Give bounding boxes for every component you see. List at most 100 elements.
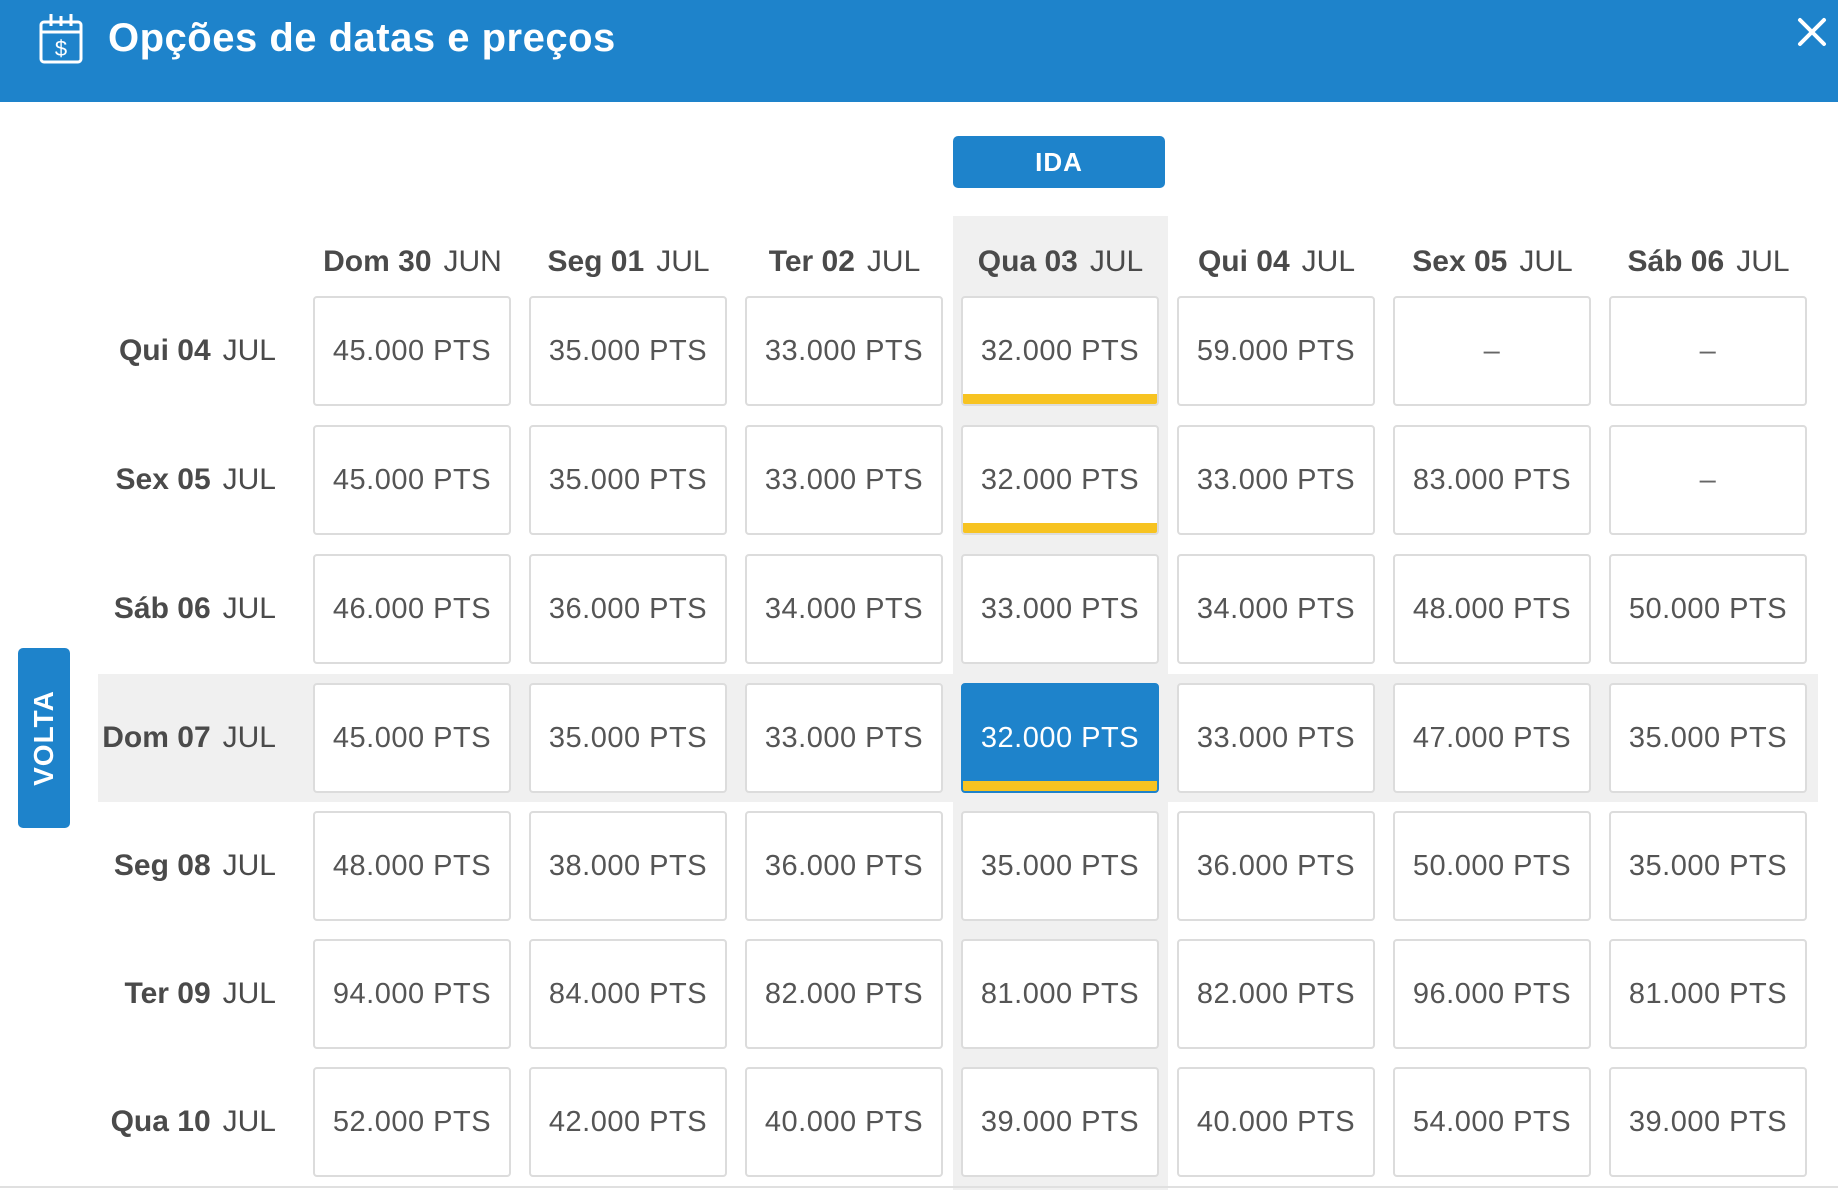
column-month: JUL xyxy=(1089,245,1144,278)
price-cell[interactable]: 81.000 PTS xyxy=(1609,939,1807,1049)
column-month: JUL xyxy=(1736,245,1790,278)
row-month: JUL xyxy=(222,721,276,754)
price-cell[interactable]: 40.000 PTS xyxy=(1177,1067,1375,1177)
row-month: JUL xyxy=(222,977,276,1010)
price-cell[interactable]: 33.000 PTS xyxy=(745,683,943,793)
ida-label: IDA xyxy=(1035,146,1083,177)
bottom-divider xyxy=(0,1186,1838,1188)
column-weekday: Dom 30 xyxy=(323,245,432,278)
ida-tab: IDA xyxy=(953,136,1165,188)
row-weekday: Qui 04 xyxy=(118,334,211,367)
price-cell[interactable]: 84.000 PTS xyxy=(529,939,727,1049)
column-month: JUL xyxy=(656,245,710,278)
row-header-return-date: Sex 05 JUL xyxy=(96,425,276,535)
volta-label: VOLTA xyxy=(28,690,60,786)
price-cell[interactable]: 46.000 PTS xyxy=(313,554,511,664)
price-cell[interactable]: 83.000 PTS xyxy=(1393,425,1591,535)
row-weekday: Sex 05 xyxy=(115,463,211,496)
column-header-outbound-date: Qua 03 JUL xyxy=(953,240,1168,284)
price-cell[interactable]: 35.000 PTS xyxy=(1609,811,1807,921)
price-cell[interactable]: 38.000 PTS xyxy=(529,811,727,921)
column-header-outbound-date: Qui 04 JUL xyxy=(1169,240,1384,284)
row-header-return-date: Sáb 06 JUL xyxy=(96,554,276,664)
price-cell[interactable]: 35.000 PTS xyxy=(529,425,727,535)
price-cell[interactable]: 45.000 PTS xyxy=(313,425,511,535)
price-cell[interactable]: 32.000 PTS xyxy=(961,425,1159,535)
price-cell[interactable]: 34.000 PTS xyxy=(1177,554,1375,664)
svg-text:$: $ xyxy=(55,36,67,61)
price-cell: – xyxy=(1609,425,1807,535)
price-cell[interactable]: 35.000 PTS xyxy=(529,296,727,406)
close-icon[interactable] xyxy=(1794,14,1830,50)
price-cell[interactable]: 36.000 PTS xyxy=(745,811,943,921)
price-cell: – xyxy=(1393,296,1591,406)
row-month: JUL xyxy=(222,849,276,882)
row-header-return-date: Qua 10 JUL xyxy=(96,1067,276,1177)
column-header-outbound-date: Ter 02 JUL xyxy=(737,240,952,284)
column-weekday: Qua 03 xyxy=(977,245,1078,278)
column-weekday: Ter 02 xyxy=(768,245,855,278)
price-cell[interactable]: 45.000 PTS xyxy=(313,296,511,406)
row-weekday: Sáb 06 xyxy=(113,592,211,625)
row-month: JUL xyxy=(222,592,276,625)
row-header-return-date: Ter 09 JUL xyxy=(96,939,276,1049)
price-cell[interactable]: 33.000 PTS xyxy=(1177,425,1375,535)
price-cell[interactable]: 35.000 PTS xyxy=(961,811,1159,921)
column-header-outbound-date: Dom 30 JUN xyxy=(305,240,520,284)
price-cell[interactable]: 36.000 PTS xyxy=(1177,811,1375,921)
price-cell[interactable]: 48.000 PTS xyxy=(1393,554,1591,664)
price-cell[interactable]: 33.000 PTS xyxy=(745,296,943,406)
price-cell[interactable]: 32.000 PTS xyxy=(961,683,1159,793)
column-month: JUL xyxy=(1301,245,1356,278)
price-cell[interactable]: 32.000 PTS xyxy=(961,296,1159,406)
row-weekday: Dom 07 xyxy=(102,721,211,754)
price-cell[interactable]: 50.000 PTS xyxy=(1609,554,1807,664)
price-cell[interactable]: 59.000 PTS xyxy=(1177,296,1375,406)
price-cell[interactable]: 39.000 PTS xyxy=(1609,1067,1807,1177)
price-cell[interactable]: 40.000 PTS xyxy=(745,1067,943,1177)
price-cell[interactable]: 35.000 PTS xyxy=(1609,683,1807,793)
column-weekday: Seg 01 xyxy=(547,245,645,278)
row-header-return-date: Qui 04 JUL xyxy=(96,296,276,406)
row-month: JUL xyxy=(222,463,276,496)
column-weekday: Qui 04 xyxy=(1197,245,1290,278)
price-cell[interactable]: 81.000 PTS xyxy=(961,939,1159,1049)
row-header-return-date: Dom 07 JUL xyxy=(96,683,276,793)
column-header-outbound-date: Sáb 06 JUL xyxy=(1601,240,1816,284)
price-cell[interactable]: 50.000 PTS xyxy=(1393,811,1591,921)
price-cell[interactable]: 33.000 PTS xyxy=(961,554,1159,664)
price-cell[interactable]: 45.000 PTS xyxy=(313,683,511,793)
price-cell[interactable]: 42.000 PTS xyxy=(529,1067,727,1177)
column-weekday: Sex 05 xyxy=(1412,245,1508,278)
row-header-return-date: Seg 08 JUL xyxy=(96,811,276,921)
row-month: JUL xyxy=(222,1105,276,1138)
column-month: JUN xyxy=(443,245,502,278)
price-cell[interactable]: 48.000 PTS xyxy=(313,811,511,921)
price-cell[interactable]: 94.000 PTS xyxy=(313,939,511,1049)
row-weekday: Qua 10 xyxy=(110,1105,211,1138)
dialog-title: Opções de datas e preços xyxy=(108,16,616,60)
price-cell[interactable]: 96.000 PTS xyxy=(1393,939,1591,1049)
volta-tab: VOLTA xyxy=(18,648,70,828)
column-weekday: Sáb 06 xyxy=(1627,245,1725,278)
price-cell[interactable]: 39.000 PTS xyxy=(961,1067,1159,1177)
price-cell[interactable]: 82.000 PTS xyxy=(745,939,943,1049)
column-month: JUL xyxy=(866,245,921,278)
price-cell[interactable]: 36.000 PTS xyxy=(529,554,727,664)
row-weekday: Seg 08 xyxy=(113,849,211,882)
column-header-outbound-date: Sex 05 JUL xyxy=(1385,240,1600,284)
price-cell[interactable]: 47.000 PTS xyxy=(1393,683,1591,793)
price-cell[interactable]: 82.000 PTS xyxy=(1177,939,1375,1049)
price-cell[interactable]: 34.000 PTS xyxy=(745,554,943,664)
row-month: JUL xyxy=(222,334,276,367)
price-cell[interactable]: 54.000 PTS xyxy=(1393,1067,1591,1177)
price-cell[interactable]: 35.000 PTS xyxy=(529,683,727,793)
price-cell[interactable]: 52.000 PTS xyxy=(313,1067,511,1177)
calendar-dollar-icon: $ xyxy=(39,14,83,64)
price-cell: – xyxy=(1609,296,1807,406)
price-cell[interactable]: 33.000 PTS xyxy=(1177,683,1375,793)
row-weekday: Ter 09 xyxy=(124,977,211,1010)
dialog-header: $ Opções de datas e preços xyxy=(0,0,1838,102)
price-cell[interactable]: 33.000 PTS xyxy=(745,425,943,535)
column-month: JUL xyxy=(1519,245,1573,278)
